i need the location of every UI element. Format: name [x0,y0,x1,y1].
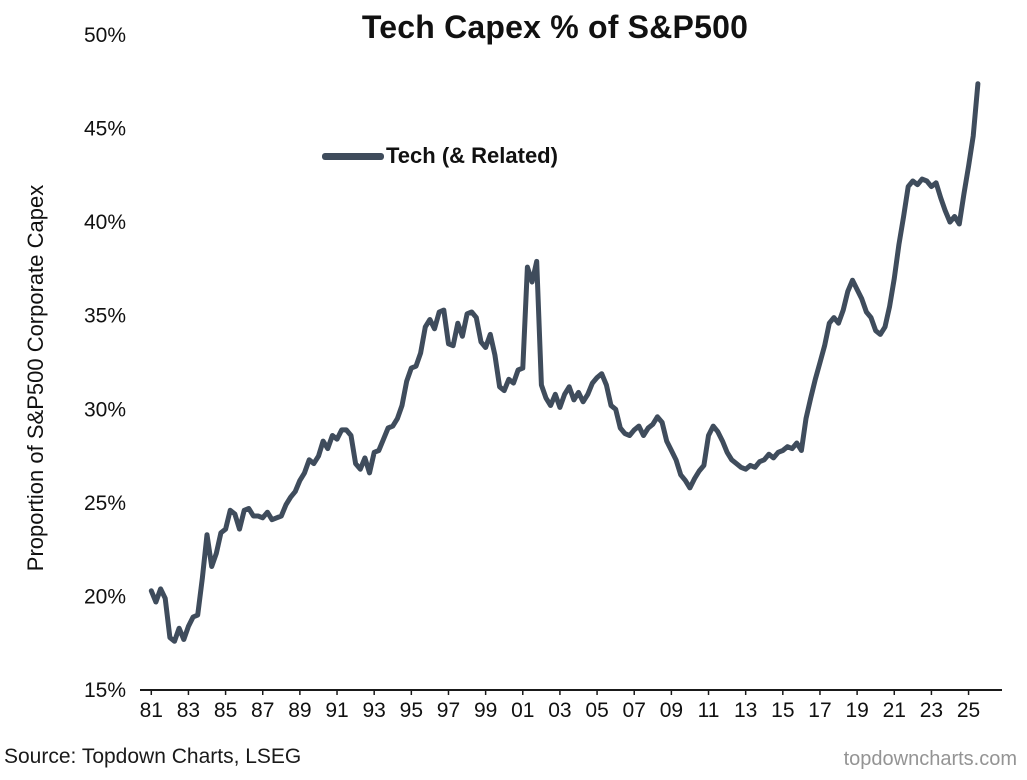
svg-text:09: 09 [660,699,683,722]
source-note: Source: Topdown Charts, LSEG [4,745,302,768]
legend-line-swatch [322,152,384,160]
x-axis-tick-labels: 81 83 85 87 89 91 93 95 97 99 01 03 05 07 09 11 13 15 17 19… [140,699,981,722]
chart-title: Tech Capex % of S&P500 [361,9,749,45]
series-line-tech-and-related [148,81,981,644]
svg-text:19: 19 [845,699,868,722]
svg-text:03: 03 [548,699,571,722]
svg-text:97: 97 [437,699,460,722]
svg-text:40%: 40% [84,211,126,234]
svg-text:83: 83 [177,699,200,722]
legend: Tech (& Related) [322,143,558,169]
svg-text:15: 15 [771,699,794,722]
svg-text:13: 13 [734,699,757,722]
legend-label: Tech (& Related) [386,143,558,168]
svg-text:30%: 30% [84,398,126,421]
svg-text:85: 85 [214,699,237,722]
svg-text:35%: 35% [84,305,126,328]
svg-text:17: 17 [808,699,831,722]
svg-text:23: 23 [920,699,943,722]
svg-text:25: 25 [957,699,980,722]
svg-text:81: 81 [140,699,163,722]
svg-text:99: 99 [474,699,497,722]
svg-text:07: 07 [623,699,646,722]
x-axis [140,689,1002,695]
svg-text:91: 91 [325,699,348,722]
svg-text:21: 21 [883,699,906,722]
svg-text:93: 93 [363,699,386,722]
svg-text:15%: 15% [84,679,126,702]
svg-text:20%: 20% [84,585,126,608]
y-axis-tick-labels: 15% 20% 25% 30% 35% 40% 45% 50% [84,24,126,702]
svg-text:95: 95 [400,699,423,722]
svg-text:25%: 25% [84,492,126,515]
svg-text:50%: 50% [84,24,126,47]
svg-text:01: 01 [511,699,534,722]
svg-text:05: 05 [585,699,608,722]
svg-text:89: 89 [288,699,311,722]
svg-text:87: 87 [251,699,274,722]
svg-text:45%: 45% [84,118,126,141]
watermark-text: topdowncharts.com [843,748,1017,770]
svg-text:11: 11 [698,699,720,722]
